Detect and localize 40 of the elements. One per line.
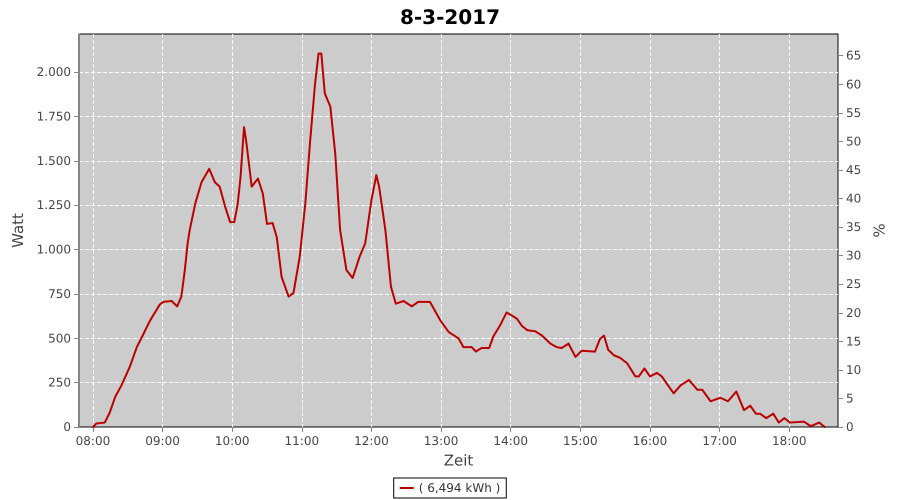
y-tick-label: 1.750 <box>36 110 71 124</box>
y2-axis-title: % <box>870 223 889 238</box>
y2-tick-label: 30 <box>846 248 862 263</box>
y-tick-label: 250 <box>48 376 71 390</box>
line-series <box>92 52 826 428</box>
y-tick-label: 750 <box>48 286 71 301</box>
y2-tick-label: 20 <box>846 306 862 320</box>
x-tick-label: 13:00 <box>424 434 458 448</box>
x-tick-label: 14:00 <box>493 434 528 448</box>
x-axis-title: Zeit <box>444 452 474 470</box>
y2-tick-label: 10 <box>846 362 862 377</box>
y2-tick-label: 50 <box>846 134 862 148</box>
y-tick-label: 1.250 <box>36 198 71 212</box>
y-tick-label: 2.000 <box>36 65 71 80</box>
x-tick-label: 15:00 <box>563 434 598 448</box>
y2-tick-label: 40 <box>846 192 862 206</box>
y-axis-title: Watt <box>9 212 28 248</box>
y2-tick-label: 55 <box>846 106 862 120</box>
y2-tick-label: 0 <box>846 420 854 434</box>
y2-tick-label: 25 <box>846 277 862 292</box>
x-tick-label: 17:00 <box>702 434 737 448</box>
y2-tick-label: 65 <box>846 48 862 63</box>
y2-tick-label: 45 <box>846 162 862 177</box>
y-tick-label: 0 <box>63 420 71 434</box>
y2-tick-label: 15 <box>846 334 862 348</box>
y-tick-label: 1.500 <box>36 154 71 168</box>
x-tick-label: 16:00 <box>632 434 668 448</box>
x-tick-label: 11:00 <box>284 434 320 448</box>
chart-title: 8-3-2017 <box>400 5 500 29</box>
y2-tick-label: 60 <box>846 77 862 92</box>
y-tick-label: 500 <box>48 331 71 346</box>
x-tick-label: 12:00 <box>354 434 389 448</box>
y2-tick-label: 35 <box>846 220 862 234</box>
y-tick-label: 1.000 <box>36 242 71 257</box>
x-tick-label: 09:00 <box>145 434 180 448</box>
x-tick-label: 18:00 <box>772 434 807 448</box>
legend-label: ( 6,494 kWh ) <box>418 481 500 495</box>
x-tick-label: 10:00 <box>214 434 250 448</box>
y2-tick-label: 5 <box>846 391 854 406</box>
x-tick-label: 08:00 <box>76 434 110 448</box>
